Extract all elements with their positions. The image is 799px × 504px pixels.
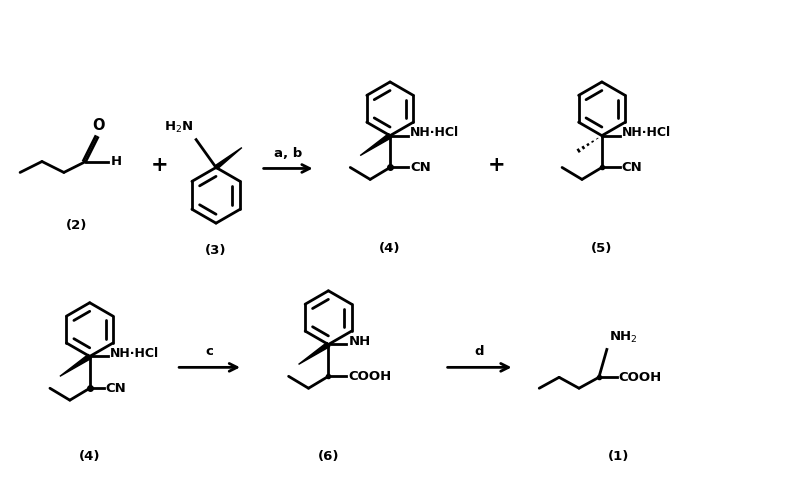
Text: CN: CN xyxy=(105,382,126,395)
Text: COOH: COOH xyxy=(618,371,662,384)
Text: a, b: a, b xyxy=(274,147,302,159)
Polygon shape xyxy=(60,354,91,376)
Text: c: c xyxy=(205,345,213,358)
Text: (4): (4) xyxy=(380,241,401,255)
Text: H$_2$N: H$_2$N xyxy=(164,119,193,135)
Text: (4): (4) xyxy=(79,451,101,463)
Text: NH·HCl: NH·HCl xyxy=(622,126,671,139)
Text: H: H xyxy=(110,155,121,168)
Text: CN: CN xyxy=(410,161,431,174)
Text: O: O xyxy=(93,117,105,133)
Text: NH·HCl: NH·HCl xyxy=(410,126,459,139)
Text: (1): (1) xyxy=(608,451,630,463)
Polygon shape xyxy=(299,342,330,364)
Text: (6): (6) xyxy=(318,451,339,463)
Text: NH$_2$: NH$_2$ xyxy=(609,331,638,345)
Text: +: + xyxy=(150,155,168,175)
Text: CN: CN xyxy=(622,161,642,174)
Text: COOH: COOH xyxy=(348,370,392,383)
Polygon shape xyxy=(215,148,242,169)
Polygon shape xyxy=(360,134,392,156)
Text: NH·HCl: NH·HCl xyxy=(109,347,159,360)
Text: (2): (2) xyxy=(66,219,87,232)
Text: +: + xyxy=(487,155,505,175)
Text: d: d xyxy=(475,345,484,358)
Text: (3): (3) xyxy=(205,243,227,257)
Text: NH: NH xyxy=(348,335,371,348)
Text: (5): (5) xyxy=(591,241,613,255)
